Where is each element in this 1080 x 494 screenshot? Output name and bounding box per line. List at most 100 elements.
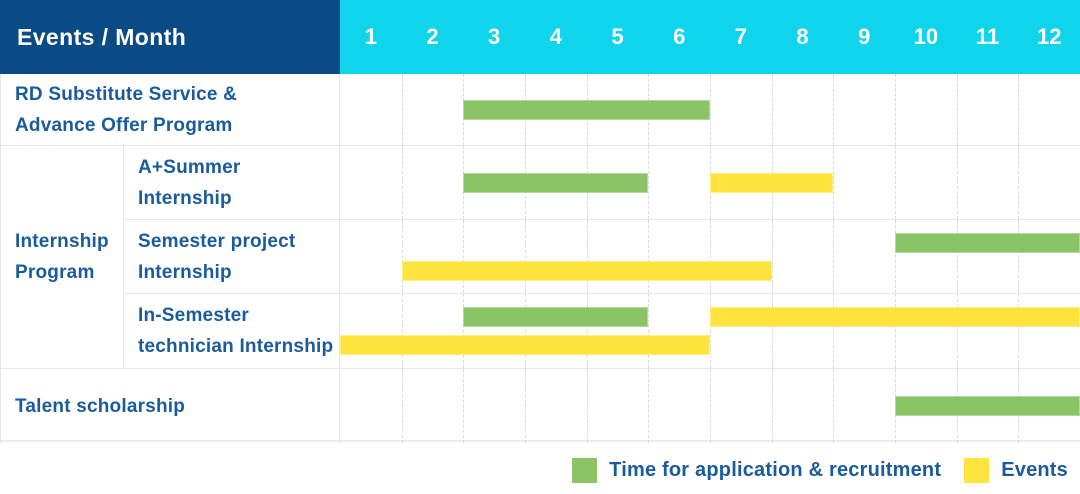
gantt-chart-cell <box>340 294 1080 368</box>
month-gridline <box>401 146 403 219</box>
month-header: 1 2 3 4 5 6 7 8 9 10 11 12 <box>340 0 1080 74</box>
month-gridline <box>648 220 650 293</box>
row-in-semester-technician-internship: In-Semester technician Internship <box>124 294 1080 368</box>
month-gridline <box>710 220 711 293</box>
gantt-chart-cell <box>340 74 1080 145</box>
recruitment-bar <box>895 396 1080 416</box>
legend: Time for application & recruitment Event… <box>572 458 1068 483</box>
month-gridline <box>956 74 958 145</box>
row-semester-project-internship: Semester project Internship <box>124 220 1080 294</box>
legend-item-events: Events <box>964 458 1068 483</box>
month-gridline <box>525 294 526 368</box>
month-gridline <box>710 74 711 145</box>
internship-program-group: Internship Program A+Summer Internship S… <box>0 146 1080 369</box>
gantt-chart-cell <box>340 220 1080 293</box>
month-header-cell: 10 <box>913 24 939 49</box>
month-gridline <box>401 74 403 145</box>
month-gridline <box>771 294 773 368</box>
month-gridline <box>833 74 835 145</box>
month-gridline <box>648 369 650 443</box>
recruitment-bar <box>463 307 649 327</box>
month-gridline <box>833 220 835 293</box>
month-header-cell: 5 <box>611 24 624 49</box>
month-gridline <box>710 294 711 368</box>
month-gridline <box>895 294 896 368</box>
month-gridline <box>895 146 896 219</box>
month-gridline <box>771 74 773 145</box>
month-header-cell: 6 <box>673 24 686 49</box>
month-gridline <box>525 369 526 443</box>
events-bar <box>340 335 710 355</box>
events-bar <box>401 260 772 281</box>
bar-line <box>340 396 1080 416</box>
month-gridline <box>401 220 403 293</box>
month-gridline <box>1018 220 1020 293</box>
row-label-a-plus-summer-internship: A+Summer Internship <box>124 146 340 219</box>
month-gridline <box>586 369 588 443</box>
month-gridline <box>895 220 896 293</box>
month-header-cell: 2 <box>426 24 439 49</box>
row-label-rd-substitute-service: RD Substitute Service & Advance Offer Pr… <box>0 74 340 145</box>
month-gridline <box>401 369 403 443</box>
month-header-cell: 3 <box>488 24 501 49</box>
month-gridline <box>586 220 588 293</box>
internship-program-rows: A+Summer Internship Semester project Int… <box>124 146 1080 368</box>
row-a-plus-summer-internship: A+Summer Internship <box>124 146 1080 220</box>
month-header-cell: 9 <box>858 24 871 49</box>
month-header-cell: 1 <box>364 24 377 49</box>
month-gridline <box>833 146 835 219</box>
month-gridline <box>463 220 465 293</box>
row-rd-substitute-service: RD Substitute Service & Advance Offer Pr… <box>0 74 1080 146</box>
events-swatch-icon <box>964 458 990 483</box>
month-gridline <box>956 294 958 368</box>
recruitment-bar <box>895 232 1080 253</box>
month-gridline <box>463 294 465 368</box>
bar-line <box>340 307 1080 327</box>
month-gridline <box>525 220 526 293</box>
month-gridline <box>771 220 773 293</box>
bar-line <box>340 99 1080 120</box>
row-talent-scholarship: Talent scholarship <box>0 369 1080 443</box>
month-gridline <box>833 369 835 443</box>
month-header-cell: 12 <box>1036 24 1062 49</box>
header-row: Events / Month 1 2 3 4 5 6 7 8 9 10 11 12 <box>0 0 1080 74</box>
bar-line <box>340 260 1080 281</box>
month-gridline <box>833 294 835 368</box>
bar-line <box>340 335 1080 355</box>
row-label-talent-scholarship: Talent scholarship <box>0 369 340 443</box>
legend-item-recruitment: Time for application & recruitment <box>572 458 941 483</box>
month-gridline <box>648 146 650 219</box>
month-header-cell: 8 <box>796 24 809 49</box>
bar-line <box>340 172 1080 193</box>
recruitment-bar <box>463 99 710 120</box>
events-month-header-cell: Events / Month <box>0 0 340 74</box>
legend-label-recruitment: Time for application & recruitment <box>609 459 942 481</box>
month-header-cell: 4 <box>549 24 562 49</box>
month-gridline <box>771 369 773 443</box>
month-gridline <box>1018 74 1020 145</box>
gantt-chart-cell <box>340 369 1080 443</box>
month-gridline <box>1018 294 1020 368</box>
month-gridline <box>586 294 588 368</box>
legend-label-events: Events <box>1001 459 1068 481</box>
recruitment-swatch-icon <box>572 458 598 483</box>
bar-line <box>340 232 1080 253</box>
events-bar <box>710 172 834 193</box>
gantt-chart-cell <box>340 146 1080 219</box>
month-gridline <box>895 74 896 145</box>
month-gridline <box>463 369 465 443</box>
events-bar <box>710 307 1080 327</box>
month-gridline <box>956 220 958 293</box>
month-header-cell: 11 <box>975 24 1000 49</box>
internship-program-group-label: Internship Program <box>0 146 124 368</box>
row-label-in-semester-technician-internship: In-Semester technician Internship <box>124 294 340 368</box>
month-gridline <box>956 146 958 219</box>
month-gridline <box>1018 146 1020 219</box>
month-gridline <box>710 369 711 443</box>
row-label-semester-project-internship: Semester project Internship <box>124 220 340 293</box>
month-header-cell: 7 <box>734 24 747 49</box>
month-gridline <box>648 294 650 368</box>
recruitment-bar <box>463 172 649 193</box>
gantt-table: Events / Month 1 2 3 4 5 6 7 8 9 10 11 12 RD Substi… <box>0 0 1080 443</box>
month-gridline <box>401 294 403 368</box>
